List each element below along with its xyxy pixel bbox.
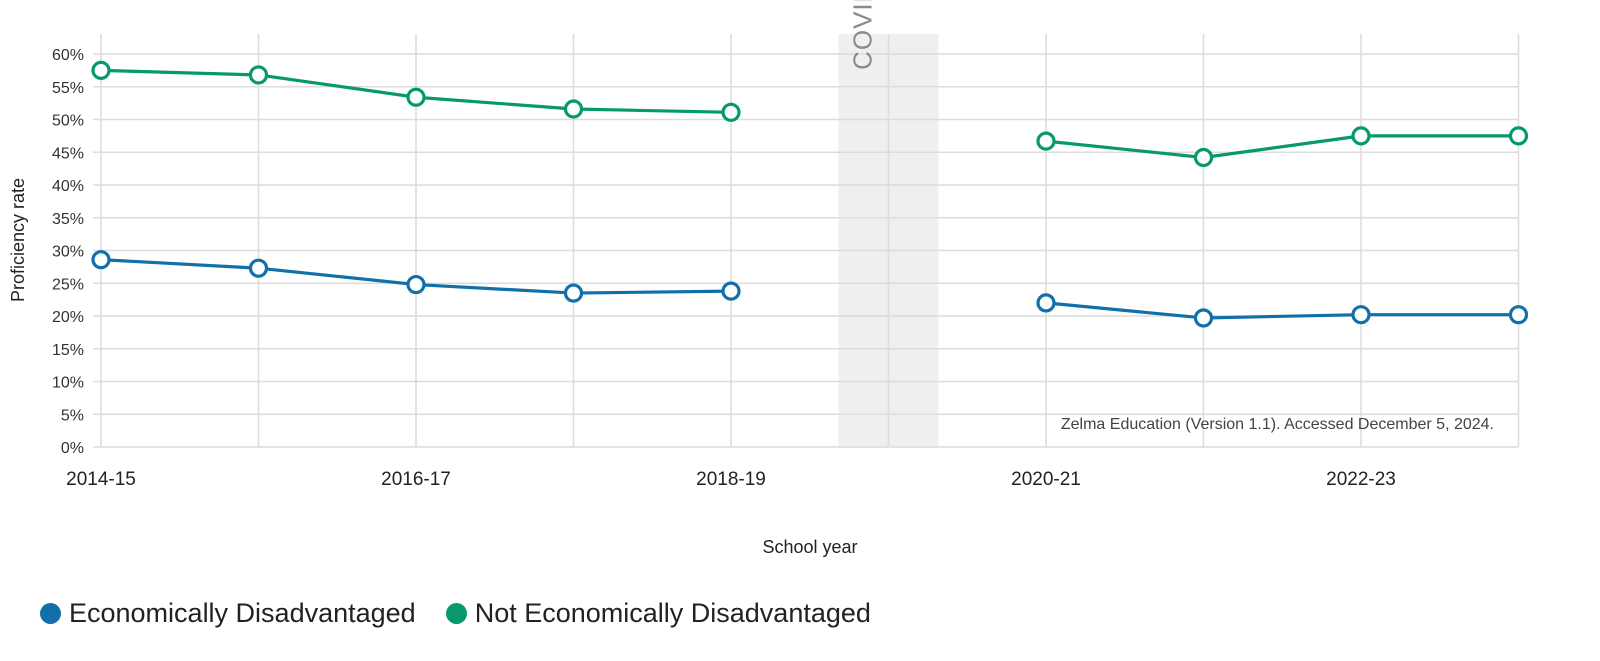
data-point: [91, 250, 111, 270]
legend-label: Economically Disadvantaged: [69, 598, 416, 628]
line-chart: 0% 5% 10% 15% 20% 25% 30% 35% 40% 45% 50% 55% 60% 20…: [8, 0, 1529, 557]
y-tick-label: 25%: [52, 276, 84, 293]
x-tick-label: 2022-23: [1326, 469, 1396, 490]
x-gridlines: [100, 34, 1520, 447]
data-point: [721, 102, 741, 122]
data-point: [1193, 308, 1214, 328]
y-tick-label: 30%: [52, 244, 84, 261]
legend-marker: [445, 603, 467, 624]
x-tick-label: 2014-15: [66, 469, 136, 490]
data-point: [406, 274, 426, 295]
data-point: [248, 258, 269, 278]
legend-marker: [40, 603, 61, 624]
source-note: Zelma Education (Version 1.1). Accessed …: [1061, 416, 1494, 433]
data-point: [406, 87, 426, 107]
y-tick-label: 50%: [52, 113, 84, 130]
legend-item-not-economically-disadvantaged[interactable]: Not Economically Disadvantaged: [445, 598, 871, 629]
data-point: [563, 99, 584, 119]
data-point: [248, 65, 269, 85]
y-tick-label: 15%: [52, 342, 84, 359]
y-tick-label: 60%: [52, 47, 84, 64]
data-point: [1036, 131, 1056, 151]
series-layer: [91, 60, 1529, 328]
series-line: [1044, 134, 1521, 160]
y-tick-label: 0%: [61, 440, 84, 457]
series-not-economically-disadvantaged: [91, 60, 1529, 168]
data-point: [1036, 293, 1056, 313]
data-point: [1351, 305, 1371, 325]
y-tick-label: 35%: [52, 211, 84, 228]
x-axis-title: School year: [762, 537, 857, 557]
data-point: [1508, 126, 1529, 146]
data-point: [563, 283, 584, 303]
y-axis-ticks: 0% 5% 10% 15% 20% 25% 30% 35% 40% 45% 50% 55% 60%: [52, 47, 84, 457]
y-tick-label: 55%: [52, 80, 84, 97]
y-tick-label: 5%: [61, 407, 84, 424]
data-point: [1193, 147, 1214, 168]
x-tick-label: 2020-21: [1011, 469, 1081, 490]
series-economically-disadvantaged: [91, 250, 1529, 328]
x-tick-label: 2018-19: [696, 469, 766, 490]
y-tick-label: 20%: [52, 309, 84, 326]
x-tick-label: 2016-17: [381, 469, 451, 490]
legend-label: Not Economically Disadvantaged: [474, 598, 871, 628]
legend: Economically Disadvantaged Not Economica…: [40, 598, 901, 629]
data-point: [91, 60, 111, 80]
x-axis-ticks: 2014-15 2016-17 2018-19 2020-21 2022-23: [66, 469, 1396, 490]
data-point: [1351, 126, 1371, 146]
y-axis-title: Proficiency rate: [8, 178, 28, 302]
y-tick-label: 10%: [52, 375, 84, 392]
y-tick-label: 40%: [52, 178, 84, 195]
y-gridlines: [93, 53, 1519, 448]
series-line: [1044, 301, 1521, 320]
covid-annotation: COVID-19: [848, 0, 878, 70]
legend-item-economically-disadvantaged[interactable]: Economically Disadvantaged: [40, 598, 416, 629]
data-point: [721, 281, 741, 301]
data-point: [1508, 305, 1529, 325]
y-tick-label: 45%: [52, 145, 84, 162]
